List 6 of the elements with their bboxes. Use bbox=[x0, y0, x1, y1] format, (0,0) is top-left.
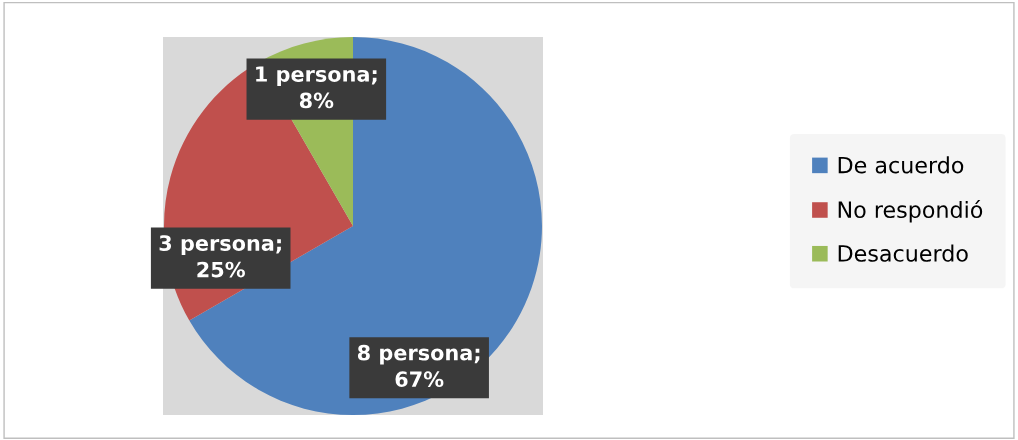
legend-label: De acuerdo bbox=[838, 156, 964, 174]
legend-label: Desacuerdo bbox=[838, 244, 968, 262]
data-label: 3 persona; 25% bbox=[159, 235, 281, 278]
data-label: 1 persona; 8% bbox=[256, 66, 377, 109]
legend-label: No respondió bbox=[838, 200, 983, 223]
data-label: 8 persona; 67% bbox=[357, 344, 480, 388]
